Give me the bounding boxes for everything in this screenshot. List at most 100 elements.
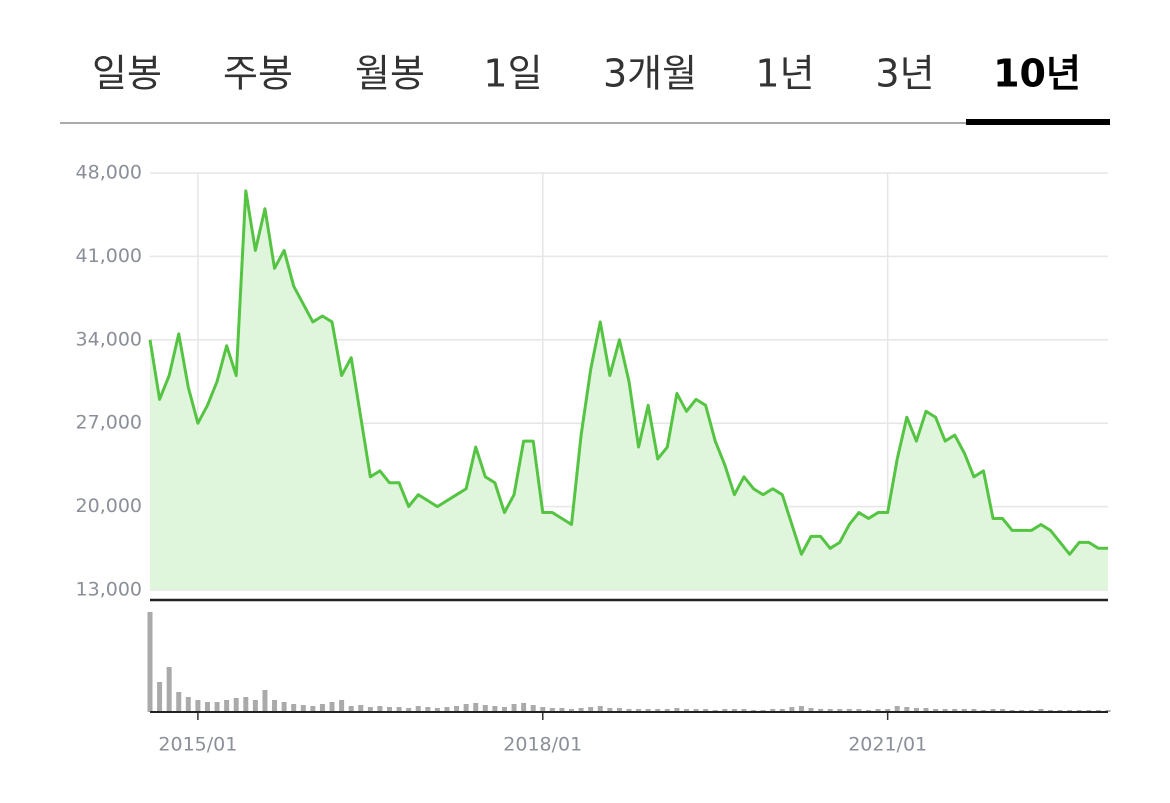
volume-bar [406, 708, 412, 712]
volume-bar [779, 709, 785, 712]
x-tick-label: 2015/01 [158, 734, 237, 756]
volume-bar [885, 709, 891, 712]
volume-bar [1038, 709, 1044, 712]
volume-bar [367, 707, 373, 712]
volume-bar [530, 705, 536, 712]
volume-bar [549, 708, 555, 712]
volume-bar [501, 707, 507, 712]
volume-bar [607, 708, 613, 712]
volume-bar [339, 700, 345, 712]
volume-bar [262, 690, 268, 712]
volume-bar [157, 682, 163, 712]
volume-bar [281, 702, 287, 712]
volume-bar [942, 709, 948, 712]
x-tick-label: 2018/01 [503, 734, 582, 756]
volume-bar [272, 700, 278, 712]
y-tick-label: 34,000 [76, 328, 142, 350]
volume-bar [597, 706, 603, 712]
price-plot: 13,000 20,000 27,000 34,000 41,000 48,000 2015… [76, 162, 1111, 756]
volume-bar [846, 709, 852, 712]
volume-bar [310, 706, 316, 712]
volume-bar [434, 708, 440, 712]
volume-bar [961, 709, 967, 712]
volume-bar [952, 709, 958, 712]
volume-bar [463, 704, 469, 712]
period-tabs: 일봉 주봉 월봉 1일 3개월 1년 3년 10년 [92, 52, 1110, 125]
volume-bar [252, 700, 258, 712]
volume-bar [913, 708, 919, 712]
x-tick-label: 2021/01 [848, 734, 927, 756]
volume-bar [233, 698, 239, 712]
volume-bar [655, 709, 661, 712]
period-tab[interactable]: 10년 [993, 52, 1081, 96]
volume-bar [933, 709, 939, 712]
y-tick-label: 48,000 [76, 162, 142, 184]
volume-bar [722, 709, 728, 712]
volume-bar [377, 706, 383, 712]
volume-bar [856, 709, 862, 712]
volume-bar [521, 703, 527, 712]
volume-bar [798, 706, 804, 712]
volume-bar [683, 709, 689, 712]
volume-bar [990, 709, 996, 712]
volume-bar [664, 709, 670, 712]
volume-bar [300, 705, 306, 712]
volume-bar [636, 709, 642, 712]
volume-bar [243, 697, 249, 712]
volume-bar [473, 703, 479, 712]
period-tab[interactable]: 3개월 [603, 52, 697, 96]
volume-bar [482, 705, 488, 712]
volume-bar [166, 667, 172, 712]
y-tick-label: 13,000 [76, 579, 142, 601]
volume-bar [741, 709, 747, 712]
volume-bar [291, 704, 297, 712]
volume-bar [837, 709, 843, 712]
volume-bar [818, 709, 824, 712]
volume-bar [588, 707, 594, 712]
volume-bar [674, 708, 680, 712]
volume-bar [329, 702, 335, 712]
volume-bar [875, 709, 881, 712]
volume-bar [204, 702, 210, 712]
volume-bar [827, 709, 833, 712]
volume-bar [396, 707, 402, 712]
period-tab[interactable]: 1년 [755, 52, 814, 96]
volume-bar [923, 708, 929, 712]
volume-bar [511, 704, 517, 712]
price-line [148, 189, 1108, 556]
volume-bar [415, 706, 421, 712]
period-tab[interactable]: 주봉 [223, 52, 293, 96]
volume-bar [1000, 709, 1006, 712]
period-tab[interactable]: 일봉 [92, 52, 162, 96]
volume-bar [693, 709, 699, 712]
volume-bar [176, 692, 182, 712]
volume-bar [444, 707, 450, 712]
volume-bar [492, 706, 498, 712]
period-tab[interactable]: 3년 [875, 52, 934, 96]
y-tick-label: 41,000 [76, 245, 142, 267]
volume-bar [358, 705, 364, 712]
period-tab[interactable]: 1일 [483, 52, 542, 96]
volume-bar [348, 706, 354, 712]
volume-bar [569, 709, 575, 712]
volume-bar [147, 612, 153, 712]
period-tab[interactable]: 월봉 [355, 52, 425, 96]
volume-bar [808, 708, 814, 712]
volume-bar [319, 704, 325, 712]
volume-bar [387, 707, 392, 712]
volume-bar [894, 706, 900, 712]
volume-bar [731, 709, 737, 712]
y-tick-label: 27,000 [76, 412, 142, 434]
volume-bar [559, 708, 565, 712]
selected-tab-underline [966, 119, 1110, 125]
volume-bar [224, 700, 230, 712]
volume-bar [214, 702, 220, 712]
volume-bar [645, 709, 651, 712]
volume-bar [789, 707, 795, 712]
volume-bar [971, 709, 977, 712]
volume-bar [540, 707, 546, 712]
volume-bar [578, 708, 584, 712]
volume-bar [770, 709, 776, 712]
volume-bar [626, 709, 632, 712]
